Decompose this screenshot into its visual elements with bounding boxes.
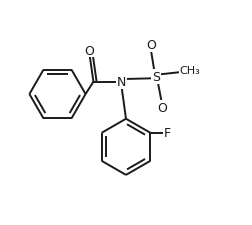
Text: CH₃: CH₃ <box>180 66 200 76</box>
Text: O: O <box>157 101 167 115</box>
Text: N: N <box>117 76 126 89</box>
Text: O: O <box>84 45 94 57</box>
Text: S: S <box>152 70 160 83</box>
Text: O: O <box>146 39 156 52</box>
Text: F: F <box>164 127 171 140</box>
